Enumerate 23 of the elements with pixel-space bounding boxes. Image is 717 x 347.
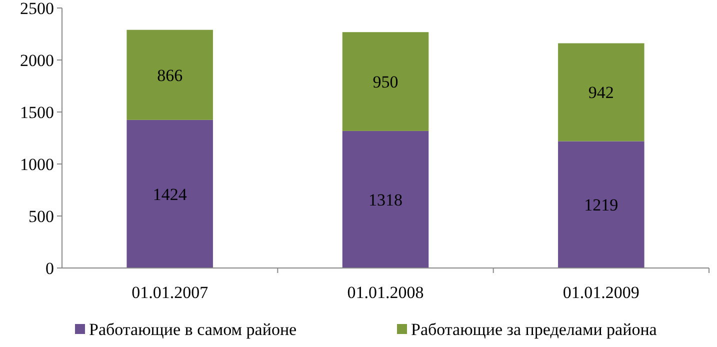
y-tick-label: 0	[46, 258, 54, 278]
x-tick-label: 01.01.2007	[132, 283, 209, 302]
bar	[126, 30, 213, 120]
legend-label: Работающие в самом районе	[89, 320, 297, 339]
y-tick-label: 500	[28, 206, 54, 226]
data-label: 942	[588, 83, 614, 102]
y-tick-label: 1500	[20, 102, 54, 122]
bar	[342, 32, 429, 131]
bar	[558, 141, 644, 268]
bar	[342, 130, 429, 268]
x-tick-label: 01.01.2008	[347, 283, 424, 302]
bar	[126, 120, 213, 268]
data-label: 1424	[152, 184, 188, 204]
data-label: 950	[372, 72, 398, 92]
y-tick-label: 1000	[20, 154, 54, 174]
y-tick-label: 2500	[20, 0, 54, 18]
data-label: 1219	[584, 196, 618, 215]
x-tick-label: 01.01.2009	[562, 283, 640, 302]
bar	[558, 43, 644, 142]
y-tick-label: 2000	[20, 50, 54, 70]
data-label: 1318	[368, 190, 402, 210]
legend-label: Работающие за пределами района	[411, 320, 658, 339]
data-label: 866	[157, 66, 183, 85]
